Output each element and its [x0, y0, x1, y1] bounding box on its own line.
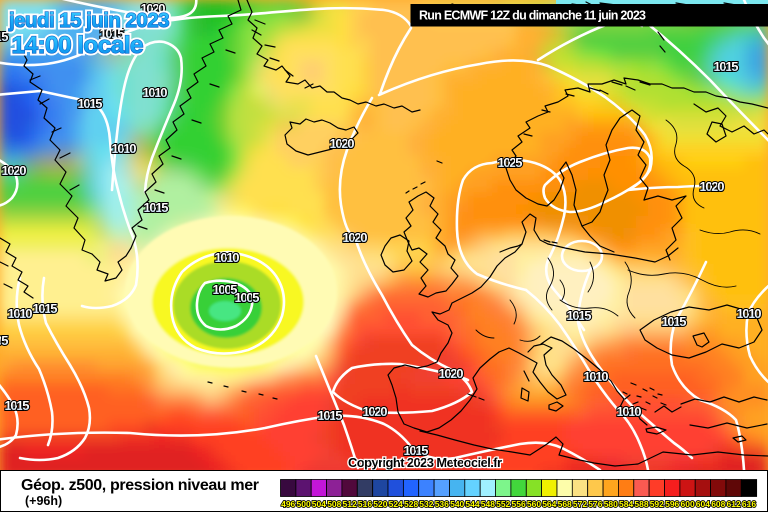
svg-text:544: 544: [465, 499, 479, 509]
svg-text:1015: 1015: [404, 443, 429, 458]
svg-text:1005: 1005: [213, 282, 238, 297]
svg-text:496: 496: [281, 499, 295, 509]
svg-text:520: 520: [373, 499, 387, 509]
svg-text:14:00 locale: 14:00 locale: [12, 32, 144, 59]
svg-text:588: 588: [634, 499, 648, 509]
svg-text:536: 536: [435, 499, 449, 509]
svg-text:Run ECMWF 12Z du dimanche 11 j: Run ECMWF 12Z du dimanche 11 juin 2023: [419, 9, 646, 23]
svg-text:1020: 1020: [330, 136, 355, 151]
svg-text:524: 524: [389, 499, 403, 509]
svg-text:1010: 1010: [143, 85, 168, 100]
svg-text:1010: 1010: [112, 141, 137, 156]
svg-text:1005: 1005: [0, 333, 9, 348]
svg-text:1015: 1015: [33, 301, 58, 316]
svg-text:516: 516: [358, 499, 372, 509]
svg-text:576: 576: [588, 499, 602, 509]
svg-text:1020: 1020: [2, 163, 27, 178]
svg-text:604: 604: [696, 499, 710, 509]
svg-text:jeudi 15 juin 2023: jeudi 15 juin 2023: [8, 9, 170, 32]
svg-text:616: 616: [742, 499, 756, 509]
svg-text:540: 540: [450, 499, 464, 509]
svg-text:1015: 1015: [714, 59, 739, 74]
svg-text:532: 532: [419, 499, 433, 509]
svg-text:14:00 locale: 14:00 locale: [12, 32, 144, 59]
svg-text:552: 552: [496, 499, 510, 509]
svg-text:1015: 1015: [144, 200, 169, 215]
svg-text:580: 580: [604, 499, 618, 509]
svg-text:1015: 1015: [5, 398, 30, 413]
svg-text:1020: 1020: [141, 1, 166, 16]
svg-text:572: 572: [573, 499, 587, 509]
svg-text:508: 508: [327, 499, 341, 509]
svg-text:500: 500: [297, 499, 311, 509]
svg-text:1015: 1015: [100, 26, 125, 41]
svg-text:1020: 1020: [343, 230, 368, 245]
svg-text:600: 600: [681, 499, 695, 509]
svg-text:1005: 1005: [235, 290, 260, 305]
svg-text:1015: 1015: [0, 29, 9, 44]
svg-text:Copyright 2023 Meteociel.fr: Copyright 2023 Meteociel.fr: [348, 455, 502, 470]
svg-text:504: 504: [312, 499, 326, 509]
svg-text:jeudi 15 juin 2023: jeudi 15 juin 2023: [8, 9, 170, 32]
svg-text:592: 592: [650, 499, 664, 509]
svg-text:1010: 1010: [584, 369, 609, 384]
svg-text:612: 612: [727, 499, 741, 509]
svg-text:560: 560: [527, 499, 541, 509]
svg-text:1015: 1015: [567, 308, 592, 323]
svg-text:1015: 1015: [78, 96, 103, 111]
svg-text:1020: 1020: [700, 179, 725, 194]
svg-text:(+96h): (+96h): [25, 494, 62, 508]
svg-text:Géop. z500, pression niveau me: Géop. z500, pression niveau mer: [21, 477, 259, 494]
svg-text:568: 568: [558, 499, 572, 509]
svg-text:1010: 1010: [617, 404, 642, 419]
svg-text:1010: 1010: [215, 250, 240, 265]
svg-text:1015: 1015: [662, 314, 687, 329]
svg-text:1020: 1020: [439, 366, 464, 381]
svg-text:1025: 1025: [498, 155, 523, 170]
svg-text:596: 596: [665, 499, 679, 509]
svg-text:564: 564: [542, 499, 556, 509]
svg-text:608: 608: [711, 499, 725, 509]
svg-text:556: 556: [512, 499, 526, 509]
svg-text:512: 512: [343, 499, 357, 509]
svg-text:548: 548: [481, 499, 495, 509]
svg-text:1010: 1010: [8, 306, 33, 321]
svg-text:528: 528: [404, 499, 418, 509]
svg-text:1015: 1015: [318, 408, 343, 423]
svg-text:1020: 1020: [363, 404, 388, 419]
svg-text:584: 584: [619, 499, 633, 509]
svg-text:1010: 1010: [737, 306, 762, 321]
